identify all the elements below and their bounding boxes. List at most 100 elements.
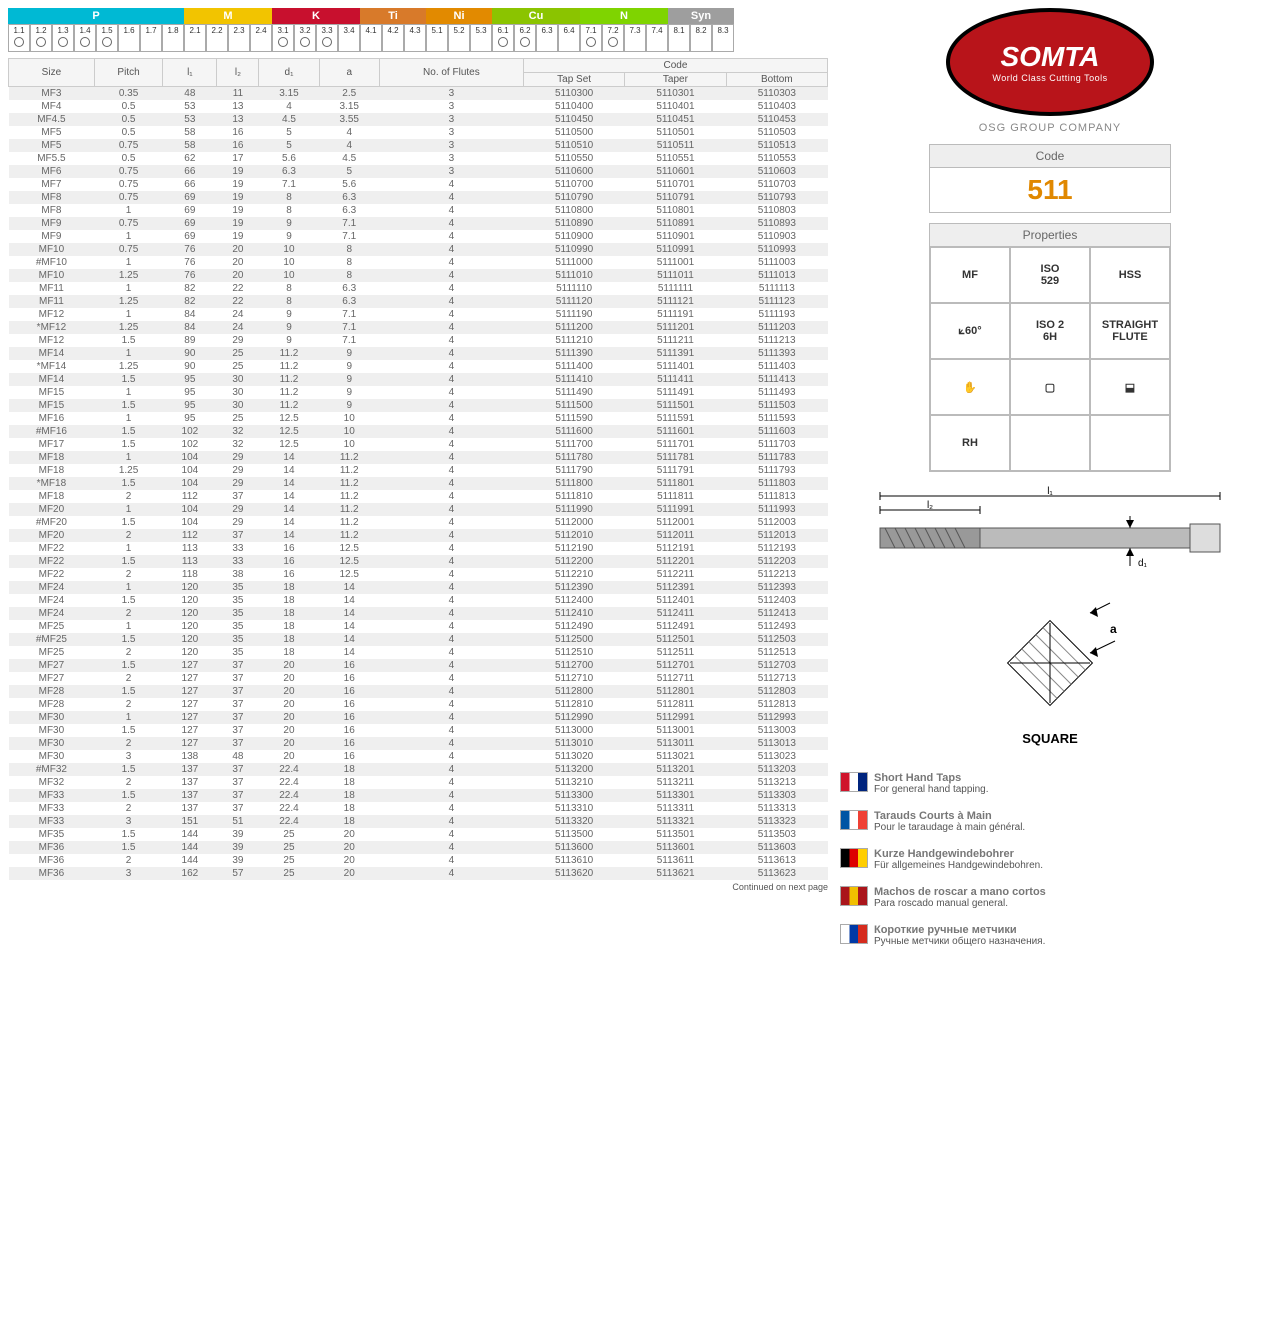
cell: 7.1: [319, 230, 379, 243]
cell: 95: [163, 373, 217, 386]
recommendation-dot-icon: [80, 37, 90, 47]
cell: 5111010: [523, 269, 624, 282]
cell: MF30: [9, 737, 95, 750]
cell: 5113503: [726, 828, 827, 841]
cell: 11.2: [319, 516, 379, 529]
cell: 35: [217, 620, 259, 633]
cell: 5112701: [625, 659, 726, 672]
cell: 5111500: [523, 399, 624, 412]
cell: 16: [217, 126, 259, 139]
cell: 0.5: [94, 152, 163, 165]
cell: MF22: [9, 568, 95, 581]
material-group-header: Syn: [668, 8, 734, 24]
cell: 1.25: [94, 360, 163, 373]
table-row: #MF321.51373722.418451132005113201511320…: [9, 763, 828, 776]
cell: 5111781: [625, 451, 726, 464]
cell: 5111011: [625, 269, 726, 282]
cell: MF10: [9, 243, 95, 256]
cell: 5111990: [523, 503, 624, 516]
cell: 3.15: [319, 100, 379, 113]
cell: 20: [319, 828, 379, 841]
cell: 4: [379, 425, 523, 438]
cell: 4: [379, 282, 523, 295]
cell: 5112500: [523, 633, 624, 646]
table-row: MF100.7576201084511099051109915110993: [9, 243, 828, 256]
cell: 25: [259, 854, 319, 867]
property-cell: HSS: [1090, 247, 1170, 303]
cell: 5112001: [625, 516, 726, 529]
cell: 4: [379, 243, 523, 256]
cell: 37: [217, 685, 259, 698]
cell: 8: [319, 243, 379, 256]
lang-title: Machos de roscar a mano cortos: [874, 886, 1046, 898]
cell: 18: [259, 594, 319, 607]
material-cell: 3.1: [272, 24, 294, 52]
brand-block: SOMTA World Class Cutting Tools OSG GROU…: [840, 8, 1260, 134]
language-entry: PYКороткие ручные метчикиРучные метчики …: [840, 924, 1260, 956]
cell: 0.75: [94, 139, 163, 152]
table-row: MF80.75691986.34511079051107915110793: [9, 191, 828, 204]
cell: 5110993: [726, 243, 827, 256]
recommendation-dot-icon: [36, 37, 46, 47]
cell: 5113300: [523, 789, 624, 802]
cell: 2: [94, 529, 163, 542]
cell: 144: [163, 854, 217, 867]
cell: 14: [319, 633, 379, 646]
table-row: MF4.50.553134.53.55351104505110451511045…: [9, 113, 828, 126]
cell: 66: [163, 178, 217, 191]
cell: 5110510: [523, 139, 624, 152]
cell: 5111213: [726, 334, 827, 347]
cell: 5110303: [726, 87, 827, 101]
cell: 0.75: [94, 178, 163, 191]
cell: 5111390: [523, 347, 624, 360]
cell: 82: [163, 282, 217, 295]
cell: 5112191: [625, 542, 726, 555]
table-row: MF182112371411.24511181051118115111813: [9, 490, 828, 503]
cell: 5110890: [523, 217, 624, 230]
cell: 5112511: [625, 646, 726, 659]
cell: 5111391: [625, 347, 726, 360]
cell: 11.2: [319, 451, 379, 464]
col-header: Pitch: [94, 59, 163, 87]
cell: 9: [259, 308, 319, 321]
table-row: MF3011273720164511299051129915112993: [9, 711, 828, 724]
cell: 19: [217, 230, 259, 243]
cell: 4: [379, 438, 523, 451]
cell: 5112711: [625, 672, 726, 685]
cell: 22.4: [259, 802, 319, 815]
cell: 4: [379, 477, 523, 490]
cell: 4: [379, 698, 523, 711]
cell: MF32: [9, 776, 95, 789]
material-cell: 2.4: [250, 24, 272, 52]
cell: 16: [259, 542, 319, 555]
col-header: d₁: [259, 59, 319, 87]
cell: 127: [163, 659, 217, 672]
cell: 1: [94, 711, 163, 724]
cell: 4: [379, 594, 523, 607]
property-cell: [1010, 415, 1090, 471]
cell: 8: [319, 256, 379, 269]
table-row: MF181104291411.24511178051117815111783: [9, 451, 828, 464]
language-entry: ESMachos de roscar a mano cortosPara ros…: [840, 886, 1260, 918]
cell: MF30: [9, 750, 95, 763]
cell: 5111120: [523, 295, 624, 308]
cell: 11.2: [319, 477, 379, 490]
cell: 5112391: [625, 581, 726, 594]
cell: 5111000: [523, 256, 624, 269]
cell: 0.75: [94, 165, 163, 178]
cell: MF27: [9, 672, 95, 685]
cell: 9: [259, 217, 319, 230]
table-row: MF2821273720164511281051128115112813: [9, 698, 828, 711]
cell: 4: [379, 568, 523, 581]
cell: MF5.5: [9, 152, 95, 165]
cell: 22.4: [259, 789, 319, 802]
cell: 3: [379, 165, 523, 178]
recommendation-dot-icon: [278, 37, 288, 47]
table-row: MF222118381612.54511221051122115112213: [9, 568, 828, 581]
cell: 5110450: [523, 113, 624, 126]
cell: 37: [217, 490, 259, 503]
cell: 5111201: [625, 321, 726, 334]
cell: 29: [217, 451, 259, 464]
cell: MF33: [9, 815, 95, 828]
cell: 127: [163, 737, 217, 750]
